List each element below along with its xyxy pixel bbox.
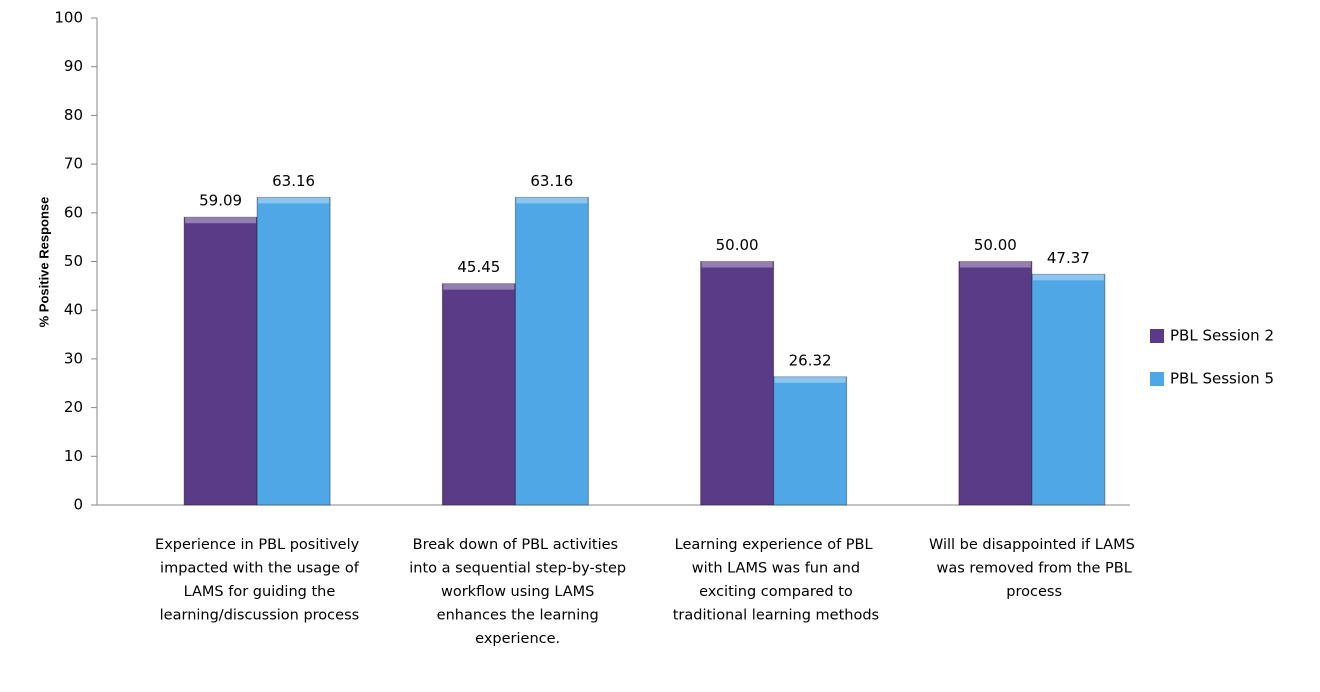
y-tick-label: 10 [64, 447, 83, 465]
bar [256, 196, 331, 506]
bar-highlight [774, 376, 846, 383]
y-tick-label: 40 [64, 301, 83, 319]
value-label: 59.09 [199, 192, 242, 210]
value-label: 26.32 [789, 351, 832, 369]
value-label: 50.00 [974, 236, 1017, 254]
bar-highlight [1032, 274, 1104, 281]
y-tick-label: 20 [64, 398, 83, 416]
value-label: 45.45 [457, 258, 500, 276]
y-axis-title: % Positive Response [36, 197, 51, 328]
bar [1031, 273, 1106, 506]
x-tick-label: Will be disappointed if LAMS was removed… [929, 537, 1135, 600]
value-label: 47.37 [1047, 249, 1090, 267]
bar-highlight [701, 261, 773, 268]
y-tick-label: 70 [64, 155, 83, 173]
y-tick-label: 80 [64, 106, 83, 124]
bar [441, 283, 516, 506]
bar-highlight [185, 217, 257, 224]
y-tick-label: 90 [64, 57, 83, 75]
y-tick-label: 30 [64, 349, 83, 367]
bar-highlight [258, 197, 330, 204]
value-label: 63.16 [272, 172, 315, 190]
y-tick-label: 0 [73, 496, 83, 514]
legend-label: PBL Session 2 [1170, 327, 1274, 345]
bar [514, 196, 589, 506]
bar-highlight [443, 283, 515, 290]
bar [958, 261, 1033, 506]
y-tick-label: 50 [64, 252, 83, 270]
legend-swatch [1150, 372, 1164, 386]
value-label: 63.16 [530, 172, 573, 190]
bar [700, 261, 775, 506]
legend-label: PBL Session 5 [1170, 370, 1274, 388]
bar-highlight [516, 197, 588, 204]
bar [183, 216, 258, 506]
y-tick-label: 60 [64, 203, 83, 221]
legend-swatch [1150, 329, 1164, 343]
x-tick-label: Learning experience of PBL with LAMS was… [668, 537, 879, 624]
value-label: 50.00 [716, 236, 759, 254]
x-tick-label: Break down of PBL activities into a sequ… [405, 537, 626, 647]
x-tick-label: Experience in PBL positively impacted wi… [155, 537, 360, 624]
y-tick-label: 100 [54, 9, 83, 27]
bar-highlight [959, 261, 1031, 268]
bar [773, 376, 848, 506]
